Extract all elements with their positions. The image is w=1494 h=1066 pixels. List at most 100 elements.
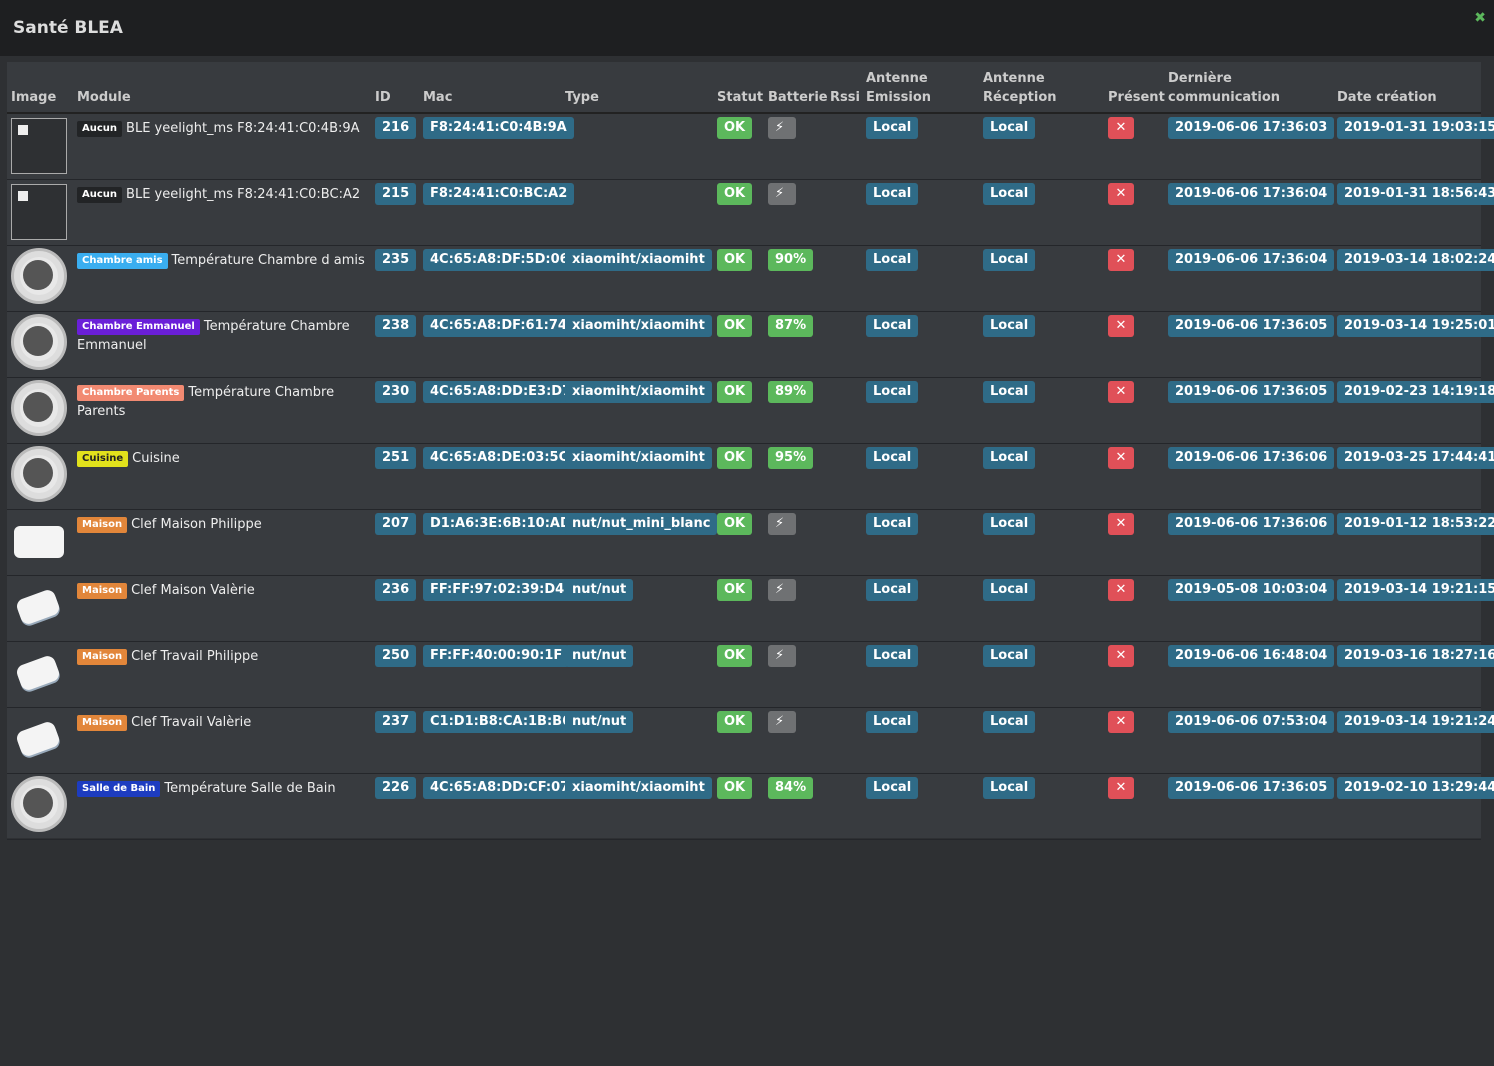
column-header: Image [11,90,57,105]
last-communication-badge: 2019-06-06 17:36:03 [1168,117,1335,139]
battery-plug-icon: ⚡ [768,117,796,139]
status-badge: OK [717,513,753,535]
present-icon: ✕ [1108,513,1134,535]
object-tag: Aucun [77,187,123,203]
row-line [7,443,1481,444]
object-tag: Chambre Emmanuel [77,319,200,335]
module-cell: Maison Clef Travail Philippe [77,647,367,666]
thermometer-screen [23,788,53,818]
column-header: Présent [1108,90,1165,105]
module-name: Clef Maison Philippe [131,517,262,532]
emission-badge: Local [866,645,919,667]
type-badge: nut/nut_mini_blanc [565,513,718,535]
row-line [7,773,1481,774]
last-communication-badge: 2019-06-06 17:36:05 [1168,381,1335,403]
module-name: Température Chambre Parents [77,385,335,419]
broken-image-icon [18,125,28,135]
object-tag: Cuisine [77,451,129,467]
reception-badge: Local [983,381,1036,403]
module-cell: Chambre Parents Température Chambre Paren… [77,383,367,421]
column-header: Type [565,90,599,105]
created-badge: 2019-02-10 13:29:44 [1337,777,1494,799]
id-badge: 238 [375,315,417,337]
object-tag: Maison [77,517,128,533]
object-tag: Maison [77,649,128,665]
battery-plug-icon: ⚡ [768,183,796,205]
row-line [7,707,1481,708]
id-badge: 207 [375,513,417,535]
thermometer-screen [23,458,53,488]
module-cell: Maison Clef Maison Valèrie [77,581,367,600]
reception-badge: Local [983,183,1036,205]
module-name: BLE yeelight_ms F8:24:41:C0:BC:A2 [126,187,361,202]
present-icon: ✕ [1108,381,1134,403]
present-icon: ✕ [1108,645,1134,667]
module-name: Clef Maison Valèrie [131,583,255,598]
last-communication-badge: 2019-06-06 16:48:04 [1168,645,1335,667]
battery-plug-icon: ⚡ [768,645,796,667]
mac-badge: 4C:65:A8:DF:61:74 [423,315,574,337]
id-badge: 230 [375,381,417,403]
mac-badge: 4C:65:A8:DE:03:5C [423,447,576,469]
mac-badge: 4C:65:A8:DD:CF:07 [423,777,577,799]
last-communication-badge: 2019-06-06 17:36:04 [1168,249,1335,271]
column-header: Batterie [768,90,828,105]
row-line [7,839,1481,840]
type-badge: nut/nut [565,645,634,667]
battery-badge: 95% [768,447,814,469]
type-badge: xiaomiht/xiaomiht [565,249,712,271]
mac-badge: F8:24:41:C0:4B:9A [423,117,574,139]
reception-badge: Local [983,645,1036,667]
column-header: Date création [1337,90,1437,105]
status-badge: OK [717,711,753,733]
type-badge: xiaomiht/xiaomiht [565,777,712,799]
image-placeholder [11,118,67,174]
created-badge: 2019-03-14 19:21:24 [1337,711,1494,733]
reception-badge: Local [983,315,1036,337]
column-header: Rssi [830,90,860,105]
module-name: BLE yeelight_ms F8:24:41:C0:4B:9A [126,121,360,136]
module-cell: Aucun BLE yeelight_ms F8:24:41:C0:4B:9A [77,119,367,138]
object-tag: Chambre amis [77,253,168,269]
thermometer-screen [23,326,53,356]
created-badge: 2019-03-25 17:44:41 [1337,447,1494,469]
emission-badge: Local [866,381,919,403]
module-name: Température Chambre Emmanuel [77,319,350,353]
column-header: ID [375,90,391,105]
present-icon: ✕ [1108,249,1134,271]
column-header: Mac [423,90,453,105]
emission-badge: Local [866,183,919,205]
row-line [7,311,1481,312]
mac-badge: 4C:65:A8:DD:E3:D7 [423,381,579,403]
status-badge: OK [717,315,753,337]
last-communication-badge: 2019-05-08 10:03:04 [1168,579,1335,601]
row-line [7,377,1481,378]
close-button[interactable]: ✖ [1474,10,1486,26]
created-badge: 2019-02-23 14:19:18 [1337,381,1494,403]
column-header: Antenne Réception [983,71,1057,105]
emission-badge: Local [866,249,919,271]
mac-badge: C1:D1:B8:CA:1B:B6 [423,711,579,733]
present-icon: ✕ [1108,183,1134,205]
created-badge: 2019-01-12 18:53:22 [1337,513,1494,535]
reception-badge: Local [983,777,1036,799]
last-communication-badge: 2019-06-06 17:36:06 [1168,513,1335,535]
id-badge: 216 [375,117,417,139]
module-cell: Aucun BLE yeelight_ms F8:24:41:C0:BC:A2 [77,185,367,204]
mac-badge: 4C:65:A8:DF:5D:06 [423,249,576,271]
last-communication-badge: 2019-06-06 17:36:05 [1168,315,1335,337]
broken-image-icon [18,191,28,201]
created-badge: 2019-03-14 18:02:24 [1337,249,1494,271]
object-tag: Maison [77,583,128,599]
id-badge: 215 [375,183,417,205]
column-header: Dernière communication [1168,71,1281,105]
object-tag: Maison [77,715,128,731]
status-badge: OK [717,447,753,469]
emission-badge: Local [866,579,919,601]
battery-badge: 90% [768,249,814,271]
column-header: Statut [717,90,764,105]
present-icon: ✕ [1108,315,1134,337]
present-icon: ✕ [1108,777,1134,799]
present-icon: ✕ [1108,447,1134,469]
battery-badge: 87% [768,315,814,337]
